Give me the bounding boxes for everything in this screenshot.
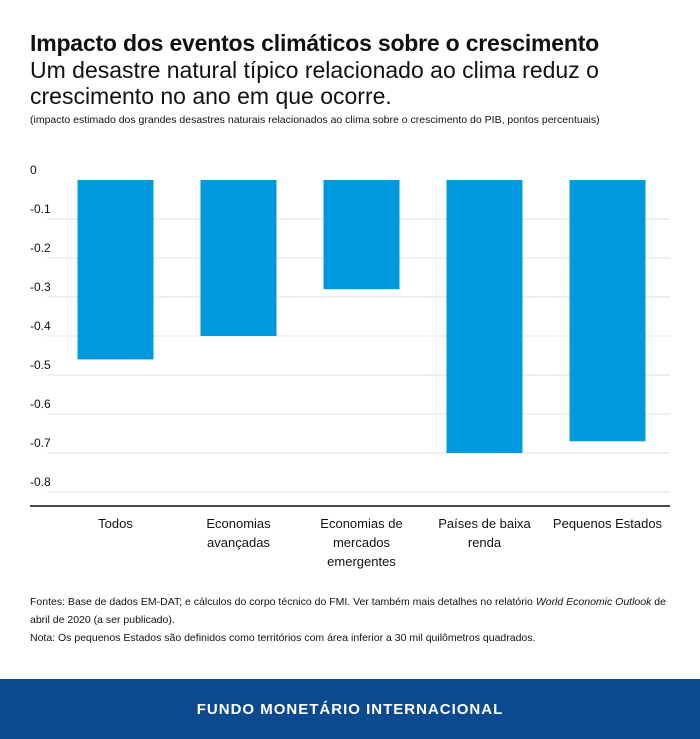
chart-subtitle: Um desastre natural típico relacionado a… — [30, 57, 599, 109]
y-tick-label: 0 — [30, 163, 37, 177]
x-category-label-line: renda — [468, 535, 502, 550]
y-tick-label: -0.6 — [30, 397, 51, 411]
bar — [569, 180, 646, 442]
x-category-label: Economias avançadas — [206, 516, 271, 550]
y-tick-label: -0.1 — [30, 202, 51, 216]
bar — [200, 180, 277, 336]
footer-bar: FUNDO MONETÁRIO INTERNACIONAL — [0, 679, 700, 739]
y-tick-label: -0.8 — [30, 475, 51, 489]
x-category-label: Pequenos Estados — [553, 516, 663, 531]
source-note: Fontes: Base de dados EM-DAT; e cálculos… — [30, 593, 670, 629]
bar — [446, 180, 523, 453]
source-prefix: Fontes: Base de dados EM-DAT; e cálculos… — [30, 596, 536, 608]
chart-title: Impacto dos eventos climáticos sobre o c… — [30, 30, 600, 56]
bar — [323, 180, 400, 290]
y-tick-label: -0.3 — [30, 280, 51, 294]
chart-units-note: (impacto estimado dos grandes desastres … — [30, 114, 600, 126]
x-category-label-line: mercados — [333, 535, 391, 550]
x-category-label-line: Economias — [206, 516, 271, 531]
x-category-label-line: emergentes — [327, 554, 396, 569]
y-tick-label: -0.4 — [30, 319, 51, 333]
x-category-label-line: Economias de — [320, 516, 402, 531]
source-publication: World Economic Outlook — [535, 596, 652, 608]
x-category-label: Países de baixa renda — [438, 516, 531, 550]
definition-note: Nota: Os pequenos Estados são definidos … — [30, 632, 536, 644]
y-tick-label: -0.5 — [30, 358, 51, 372]
x-category-label: Economias de mercados emergentes — [320, 516, 402, 569]
source-suffix: de abril de 2020 (a ser publicado). — [30, 596, 666, 626]
bar — [77, 180, 154, 360]
x-category-label-line: Todos — [98, 516, 133, 531]
org-name: FUNDO MONETÁRIO INTERNACIONAL — [196, 700, 504, 718]
y-tick-label: -0.2 — [30, 241, 51, 255]
bar-chart: 0 -0.1 -0.2 -0.3 -0.4 -0.5 -0.6 -0.7 -0.8 Todos Ec… — [30, 163, 670, 569]
x-category-label-line: Pequenos Estados — [553, 516, 663, 531]
x-category-label-line: Países de baixa — [438, 516, 531, 531]
x-category-label: Todos — [98, 516, 133, 531]
x-category-label-line: avançadas — [207, 535, 270, 550]
footnotes: Fontes: Base de dados EM-DAT; e cálculos… — [30, 593, 670, 647]
y-tick-label: -0.7 — [30, 436, 51, 450]
